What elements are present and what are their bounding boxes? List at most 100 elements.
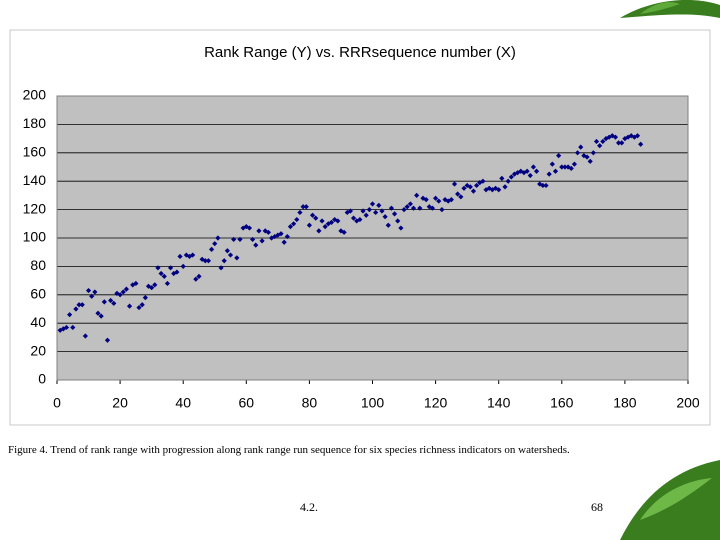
data-point	[215, 235, 221, 241]
data-point	[92, 289, 98, 295]
y-tick-label: 80	[30, 257, 46, 273]
data-point	[246, 225, 253, 231]
data-point	[398, 225, 404, 231]
data-point	[104, 337, 111, 343]
data-point	[237, 236, 243, 243]
data-point	[309, 212, 316, 218]
data-point	[164, 280, 171, 287]
x-tick-label: 60	[239, 395, 255, 411]
data-point	[590, 150, 596, 156]
data-point	[379, 208, 385, 214]
data-point	[126, 303, 133, 309]
data-point	[376, 202, 382, 208]
data-point	[417, 205, 423, 211]
data-point	[429, 205, 436, 211]
data-point	[180, 263, 186, 269]
data-point	[467, 184, 473, 190]
data-point	[423, 197, 429, 203]
data-point	[382, 214, 388, 220]
data-point	[303, 204, 309, 210]
data-point	[451, 181, 458, 187]
data-point	[496, 187, 502, 193]
data-point	[511, 171, 518, 177]
data-point	[174, 269, 180, 275]
data-point	[224, 248, 230, 254]
x-tick-label: 80	[302, 395, 318, 411]
data-point	[603, 136, 609, 142]
data-point	[615, 140, 622, 146]
leaf-decoration	[620, 0, 720, 540]
data-point	[410, 205, 417, 211]
data-point	[281, 239, 287, 245]
data-point	[426, 204, 432, 210]
data-point	[177, 253, 183, 260]
data-point	[593, 138, 600, 145]
data-point	[366, 207, 372, 213]
data-point	[218, 265, 224, 271]
data-point	[568, 165, 574, 172]
data-point	[183, 252, 189, 258]
data-point	[464, 182, 470, 189]
data-point	[634, 133, 641, 139]
data-point	[584, 154, 590, 160]
data-point	[486, 185, 492, 191]
data-point	[505, 178, 511, 184]
data-point	[256, 228, 262, 234]
data-point	[385, 222, 391, 228]
data-point	[287, 224, 294, 230]
page-number: 68	[591, 500, 603, 514]
data-point	[552, 168, 559, 174]
data-point	[574, 150, 581, 156]
data-point	[234, 255, 240, 261]
data-point	[142, 295, 148, 301]
data-point	[275, 232, 281, 238]
data-point	[638, 141, 644, 147]
data-point	[265, 229, 271, 235]
data-point	[414, 192, 420, 198]
data-point	[347, 208, 354, 214]
x-tick-label: 120	[424, 395, 448, 411]
data-point	[85, 287, 92, 294]
data-point	[474, 182, 480, 189]
x-tick-label: 160	[550, 395, 574, 411]
data-point	[149, 285, 155, 291]
data-point	[328, 219, 335, 225]
y-tick-label: 100	[23, 229, 47, 245]
data-point	[540, 182, 546, 189]
data-point	[196, 273, 202, 279]
data-point	[401, 207, 407, 213]
data-point	[502, 184, 508, 190]
data-point	[108, 297, 114, 304]
x-tick-label: 20	[112, 395, 128, 411]
data-point	[111, 300, 117, 306]
data-point	[313, 215, 319, 221]
data-point	[625, 134, 631, 140]
data-point	[227, 252, 234, 258]
data-point	[294, 216, 300, 223]
data-point	[619, 140, 625, 146]
data-point	[133, 280, 139, 287]
data-point	[161, 273, 167, 279]
data-point	[199, 256, 205, 262]
x-tick-label: 100	[361, 395, 385, 411]
y-tick-label: 0	[38, 371, 46, 387]
data-point	[433, 195, 439, 201]
data-point	[139, 302, 145, 308]
data-point	[612, 134, 619, 140]
data-point	[439, 207, 445, 213]
data-point	[587, 158, 593, 164]
data-point	[193, 276, 199, 282]
data-point	[63, 324, 70, 331]
data-point	[212, 241, 218, 247]
data-point	[357, 216, 363, 223]
data-point	[597, 143, 603, 149]
data-point	[518, 168, 524, 174]
data-point	[70, 324, 76, 331]
data-point	[448, 197, 454, 203]
data-point	[259, 238, 265, 244]
data-point	[82, 333, 88, 339]
data-point	[600, 138, 606, 145]
data-point	[369, 201, 376, 207]
